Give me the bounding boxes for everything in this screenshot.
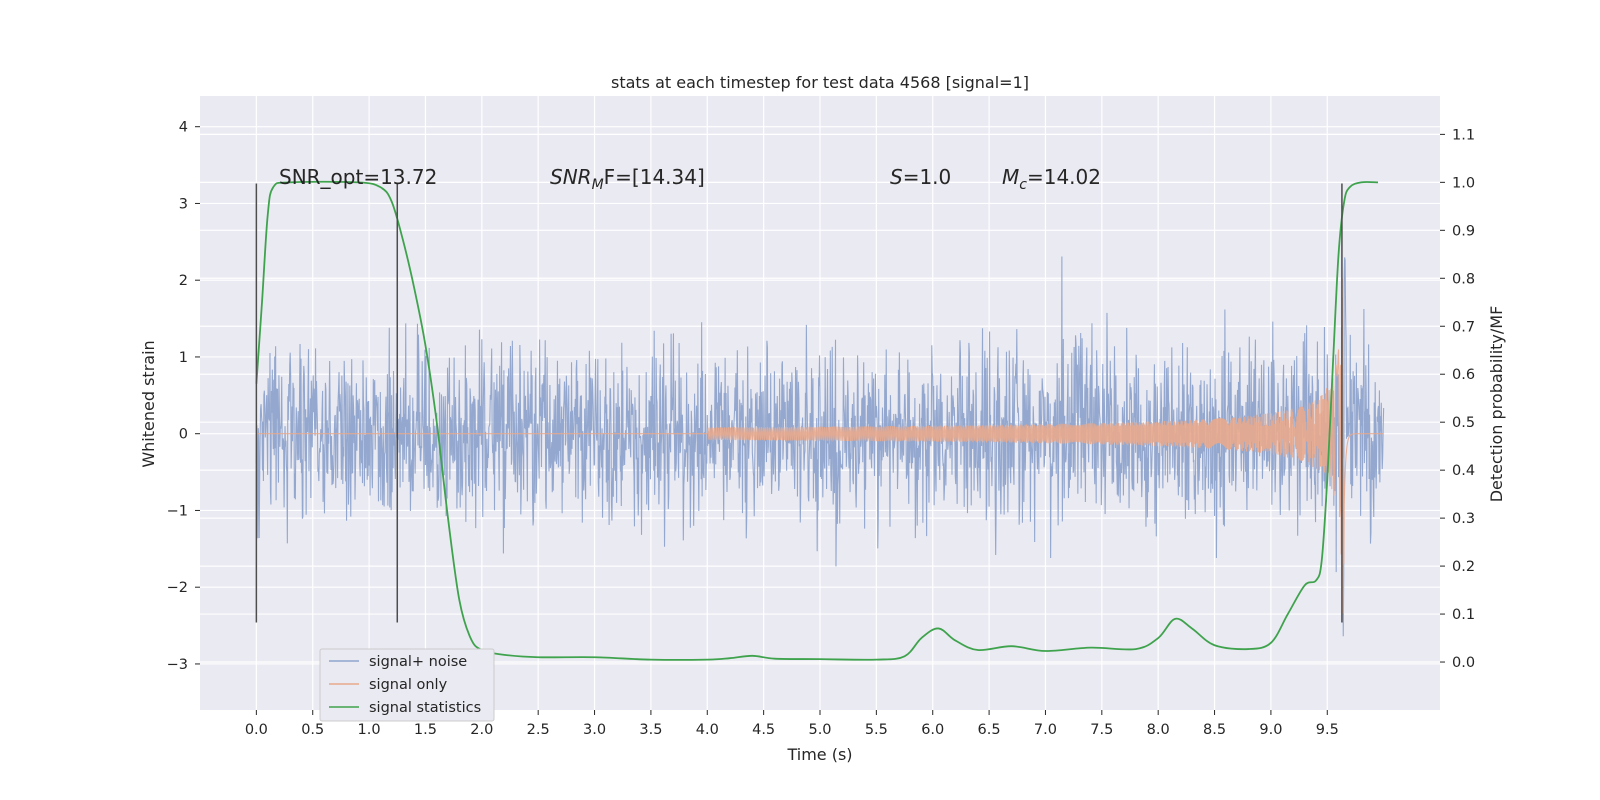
legend-box [319, 648, 495, 722]
legend-label-signal-noise: signal+ noise [369, 654, 467, 670]
y-tick-label: 0 [179, 427, 188, 443]
y2-tick-label: 0.3 [1452, 511, 1475, 527]
x-axis-label: Time (s) [786, 745, 852, 764]
x-tick-label: 6.5 [978, 722, 1001, 738]
legend: signal+ noise signal only signal statist… [319, 648, 495, 722]
x-tick-label: 9.5 [1316, 722, 1339, 738]
y2-tick-label: 1.1 [1452, 127, 1475, 143]
chart-title: stats at each timestep for test data 456… [611, 73, 1029, 92]
x-tick-label: 8.5 [1203, 722, 1226, 738]
annotation-mc-sub: c [1019, 177, 1027, 193]
x-tick-label: 1.0 [358, 722, 381, 738]
x-tick-label: 4.0 [696, 722, 719, 738]
y-tick-label: 3 [179, 196, 188, 212]
y-tick-label: −3 [167, 657, 188, 673]
x-tick-label: 3.5 [639, 722, 662, 738]
y-tick-label: −1 [167, 503, 188, 519]
y2-tick-label: 0.4 [1452, 463, 1475, 479]
annotation-snr-mf-main: SNR [550, 165, 592, 189]
y2-tick-label: 0.8 [1452, 271, 1475, 287]
annotation-snr-opt: SNR_opt=13.72 [279, 165, 437, 189]
x-tick-label: 5.0 [808, 722, 831, 738]
x-tick-label: 2.0 [470, 722, 493, 738]
y-tick-label: 1 [179, 350, 188, 366]
y2-tick-label: 0.7 [1452, 319, 1475, 335]
axis-ticks: 0.0 0.5 1.0 1.5 2.0 2.5 3.0 3.5 4.0 4.5 5.0 5.5 6.0 6… [167, 120, 1475, 738]
x-tick-label: 6.0 [921, 722, 944, 738]
legend-label-signal-statistics: signal statistics [369, 700, 481, 716]
x-tick-label: 9.0 [1259, 722, 1282, 738]
annotation-s: S=1.0 [890, 165, 951, 189]
y2-tick-label: 1.0 [1452, 175, 1475, 191]
annotation-s-main: S [890, 165, 903, 189]
x-tick-label: 4.5 [752, 722, 775, 738]
y-tick-label: 2 [179, 273, 188, 289]
x-tick-label: 8.0 [1147, 722, 1170, 738]
x-tick-label: 5.5 [865, 722, 888, 738]
annotation-snr-mf: SNRMF=[14.34] [550, 165, 705, 193]
x-tick-label: 7.5 [1090, 722, 1113, 738]
y2-tick-label: 0.2 [1452, 559, 1475, 575]
y2-tick-label: 0.0 [1452, 655, 1475, 671]
annotation-s-rest: =1.0 [903, 165, 952, 189]
series-signal-statistics [255, 180, 1379, 661]
legend-label-signal-only: signal only [369, 677, 448, 693]
marker-lines [255, 183, 1343, 623]
y2-tick-label: 0.9 [1452, 223, 1475, 239]
x-tick-label: 0.0 [245, 722, 268, 738]
annotation-snr-mf-rest: F=[14.34] [604, 165, 705, 189]
x-tick-label: 7.0 [1034, 722, 1057, 738]
annotation-mc: Mc=14.02 [1002, 165, 1101, 193]
y-axis-label: Whitened strain [139, 340, 158, 467]
annotation-mc-main: M [1002, 165, 1019, 189]
data-series [255, 180, 1385, 661]
annotation-snr-mf-sub: M [592, 177, 604, 193]
x-tick-label: 0.5 [301, 722, 324, 738]
y2-axis-label: Detection probability/MF [1487, 306, 1506, 503]
x-tick-label: 3.0 [583, 722, 606, 738]
annotation-mc-rest: =14.02 [1027, 165, 1101, 189]
y2-tick-label: 0.5 [1452, 415, 1475, 431]
y2-tick-label: 0.6 [1452, 367, 1475, 383]
x-tick-label: 1.5 [414, 722, 437, 738]
x-tick-label: 2.5 [527, 722, 550, 738]
y-tick-label: −2 [167, 580, 188, 596]
y2-tick-label: 0.1 [1452, 607, 1475, 623]
y-tick-label: 4 [179, 120, 188, 136]
series-signal-only [256, 278, 1384, 614]
